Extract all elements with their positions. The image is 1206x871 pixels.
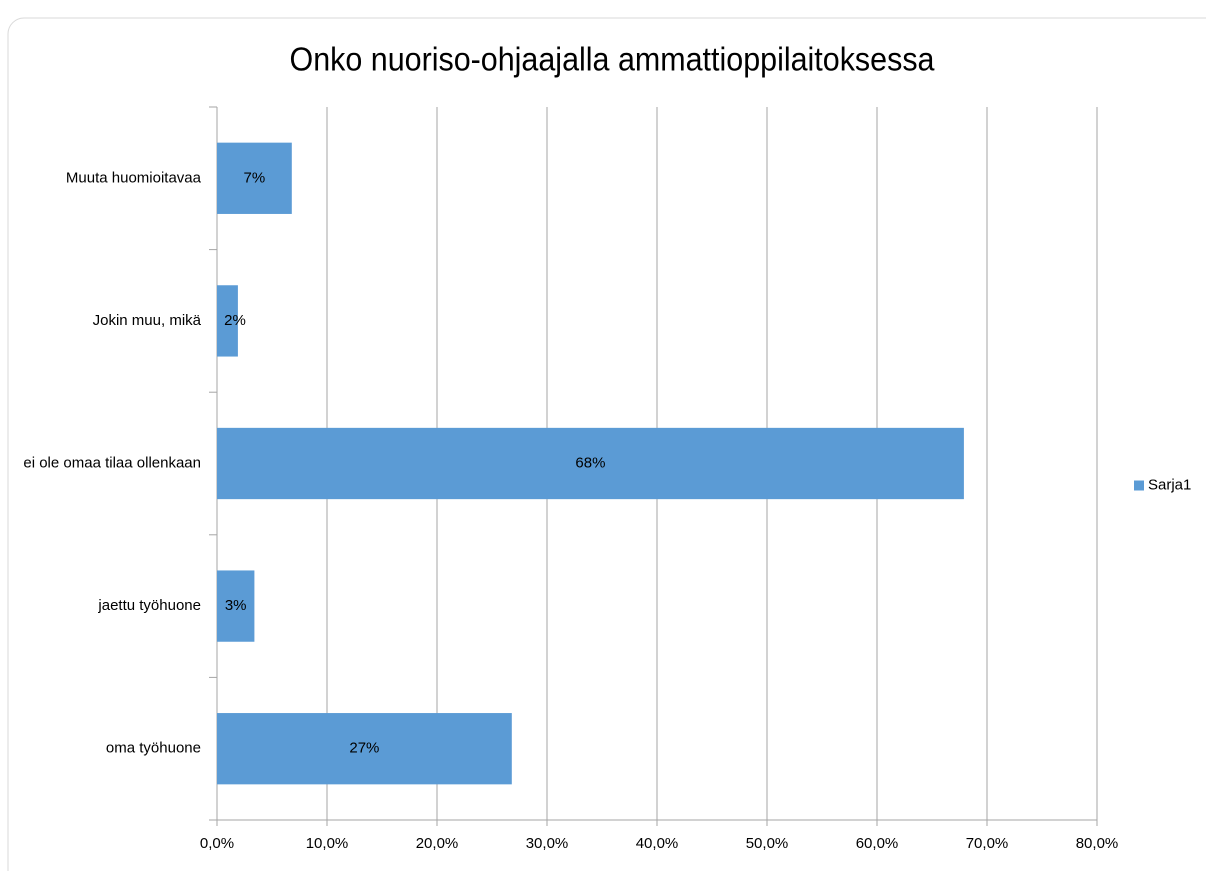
y-tick-label: Jokin muu, mikä: [93, 312, 202, 329]
x-tick-label: 20,0%: [416, 835, 459, 852]
data-label: 27%: [349, 740, 379, 757]
x-tick-label: 60,0%: [856, 835, 899, 852]
bar: [217, 713, 512, 785]
y-tick-label: Muuta huomioitavaa: [66, 169, 202, 186]
bar: [217, 142, 292, 214]
x-tick-label: 80,0%: [1076, 835, 1119, 852]
bar: [217, 427, 964, 500]
x-tick-label: 70,0%: [966, 835, 1009, 852]
x-tick-label: 40,0%: [636, 835, 679, 852]
data-label: 68%: [575, 454, 605, 471]
data-label: 2%: [224, 312, 246, 329]
y-tick-label: jaettu työhuone: [97, 597, 201, 614]
x-tick-label: 30,0%: [526, 835, 569, 852]
legend-label: Sarja1: [1148, 476, 1191, 493]
x-tick-label: 10,0%: [306, 835, 349, 852]
x-tick-label: 50,0%: [746, 835, 789, 852]
chart-title: Onko nuoriso-ohjaajalla ammattioppilaito…: [290, 41, 936, 78]
legend-swatch: [1134, 480, 1144, 491]
data-label: 7%: [244, 169, 266, 186]
bar: [217, 570, 255, 642]
y-tick-label: ei ole omaa tilaa ollenkaan: [23, 454, 201, 471]
y-tick-label: oma työhuone: [106, 740, 201, 757]
bar: [217, 285, 238, 357]
data-label: 3%: [225, 597, 247, 614]
x-tick-label: 0,0%: [200, 835, 234, 852]
